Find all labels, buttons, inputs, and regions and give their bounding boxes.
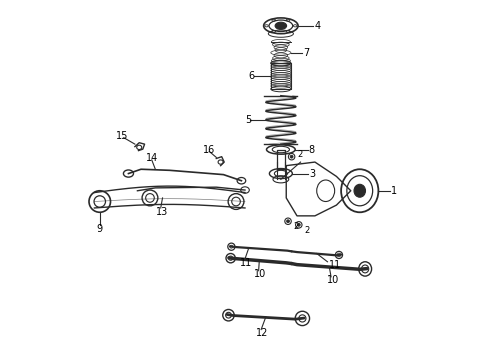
Text: 14: 14 [147,153,159,163]
Ellipse shape [354,184,366,197]
Ellipse shape [287,220,290,223]
Ellipse shape [290,155,293,158]
Text: 7: 7 [303,48,309,58]
Text: 10: 10 [254,269,266,279]
Text: 6: 6 [248,71,255,81]
Text: 2: 2 [294,222,299,231]
Text: 12: 12 [256,328,268,338]
Text: 11: 11 [329,260,342,270]
Text: 9: 9 [96,225,102,234]
Text: 10: 10 [327,275,339,285]
Ellipse shape [275,22,287,30]
Text: 2: 2 [304,226,309,235]
Text: 5: 5 [245,115,251,125]
Text: 11: 11 [240,258,252,268]
Text: 8: 8 [309,144,315,154]
Text: 16: 16 [203,144,215,154]
Text: 4: 4 [314,21,320,31]
Text: 1: 1 [392,186,397,196]
Text: 2: 2 [297,150,302,159]
Text: 13: 13 [156,207,168,217]
Text: 3: 3 [309,168,315,179]
Text: 15: 15 [116,131,128,141]
Ellipse shape [297,224,300,226]
